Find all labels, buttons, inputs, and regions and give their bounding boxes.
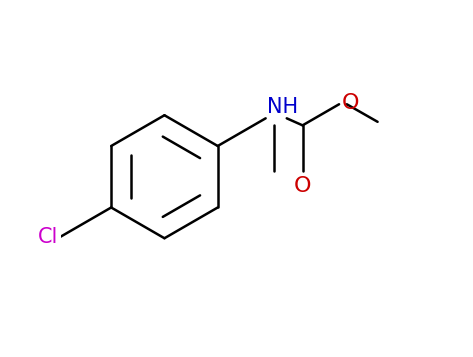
Text: O: O (342, 92, 359, 112)
Text: Cl: Cl (37, 227, 58, 247)
Text: O: O (294, 176, 311, 196)
Text: NH: NH (267, 96, 298, 116)
